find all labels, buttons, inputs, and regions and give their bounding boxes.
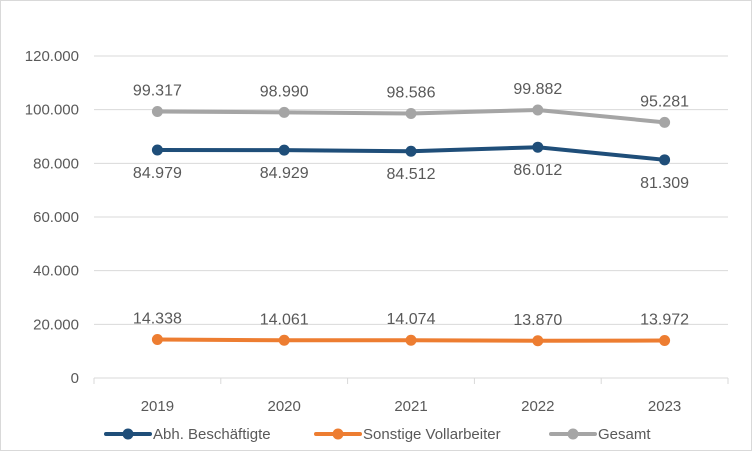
data-label: 86.012	[513, 162, 562, 179]
data-point	[532, 335, 544, 347]
x-tick-label: 2022	[521, 398, 554, 415]
data-label: 84.512	[387, 166, 436, 183]
data-point	[405, 107, 417, 119]
y-tick-label: 100.000	[25, 102, 79, 119]
data-point	[278, 144, 290, 156]
legend-marker	[332, 428, 344, 440]
legend-label: Sonstige Vollarbeiter	[363, 426, 501, 443]
data-label: 81.309	[640, 175, 689, 192]
data-label: 14.338	[133, 311, 182, 328]
x-tick-label: 2019	[141, 398, 174, 415]
data-point	[659, 154, 671, 166]
y-tick-label: 80.000	[33, 155, 79, 172]
y-tick-label: 40.000	[33, 263, 79, 280]
data-label: 13.870	[513, 312, 562, 329]
data-label: 99.317	[133, 82, 182, 99]
data-label: 84.979	[133, 165, 182, 182]
x-tick-label: 2021	[394, 398, 427, 415]
data-label: 98.586	[387, 84, 436, 101]
y-tick-label: 0	[71, 370, 79, 387]
data-point	[151, 144, 163, 156]
data-point	[659, 116, 671, 128]
data-point	[659, 335, 671, 347]
data-label: 14.061	[260, 311, 309, 328]
data-point	[151, 105, 163, 117]
data-label: 98.990	[260, 83, 309, 100]
x-tick-label: 2023	[648, 398, 681, 415]
data-label: 14.074	[387, 311, 436, 328]
data-point	[278, 106, 290, 118]
legend-label: Abh. Beschäftigte	[153, 426, 271, 443]
data-point	[278, 334, 290, 346]
data-point	[532, 141, 544, 153]
data-point	[151, 334, 163, 346]
legend-marker	[567, 428, 579, 440]
y-tick-label: 60.000	[33, 209, 79, 226]
data-point	[405, 145, 417, 157]
y-tick-label: 120.000	[25, 48, 79, 65]
x-tick-label: 2020	[268, 398, 301, 415]
data-point	[405, 334, 417, 346]
data-label: 84.929	[260, 165, 309, 182]
data-label: 95.281	[640, 93, 689, 110]
legend-label: Gesamt	[598, 426, 651, 443]
data-label: 13.972	[640, 312, 689, 329]
legend-marker	[122, 428, 134, 440]
y-tick-label: 20.000	[33, 316, 79, 333]
data-point	[532, 104, 544, 116]
data-label: 99.882	[513, 81, 562, 98]
